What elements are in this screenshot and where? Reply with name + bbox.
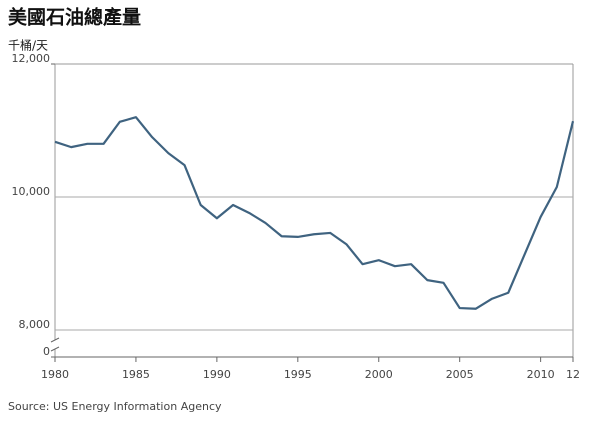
y-tick-label: 12,000 xyxy=(12,52,51,65)
x-tick-label: 2005 xyxy=(446,368,474,381)
x-tick-label: 1985 xyxy=(122,368,150,381)
x-tick-label: 1990 xyxy=(203,368,231,381)
y-tick-label: 0 xyxy=(43,345,50,358)
axis-break xyxy=(50,346,60,352)
data-line xyxy=(54,116,575,310)
x-tick-label: 1995 xyxy=(284,368,312,381)
y-axis-label: 千桶/天 xyxy=(8,38,48,53)
x-tick-label: 2010 xyxy=(527,368,555,381)
y-tick-label: 10,000 xyxy=(12,185,51,198)
axis-break xyxy=(50,337,60,343)
y-tick-label: 8,000 xyxy=(19,318,51,331)
x-tick-label: 2000 xyxy=(365,368,393,381)
source: Source: US Energy Information Agency xyxy=(8,400,222,413)
x-tick-label: 1980 xyxy=(41,368,69,381)
x-tick-label: 12 xyxy=(566,368,580,381)
chart-title: 美國石油總產量 xyxy=(8,6,141,29)
